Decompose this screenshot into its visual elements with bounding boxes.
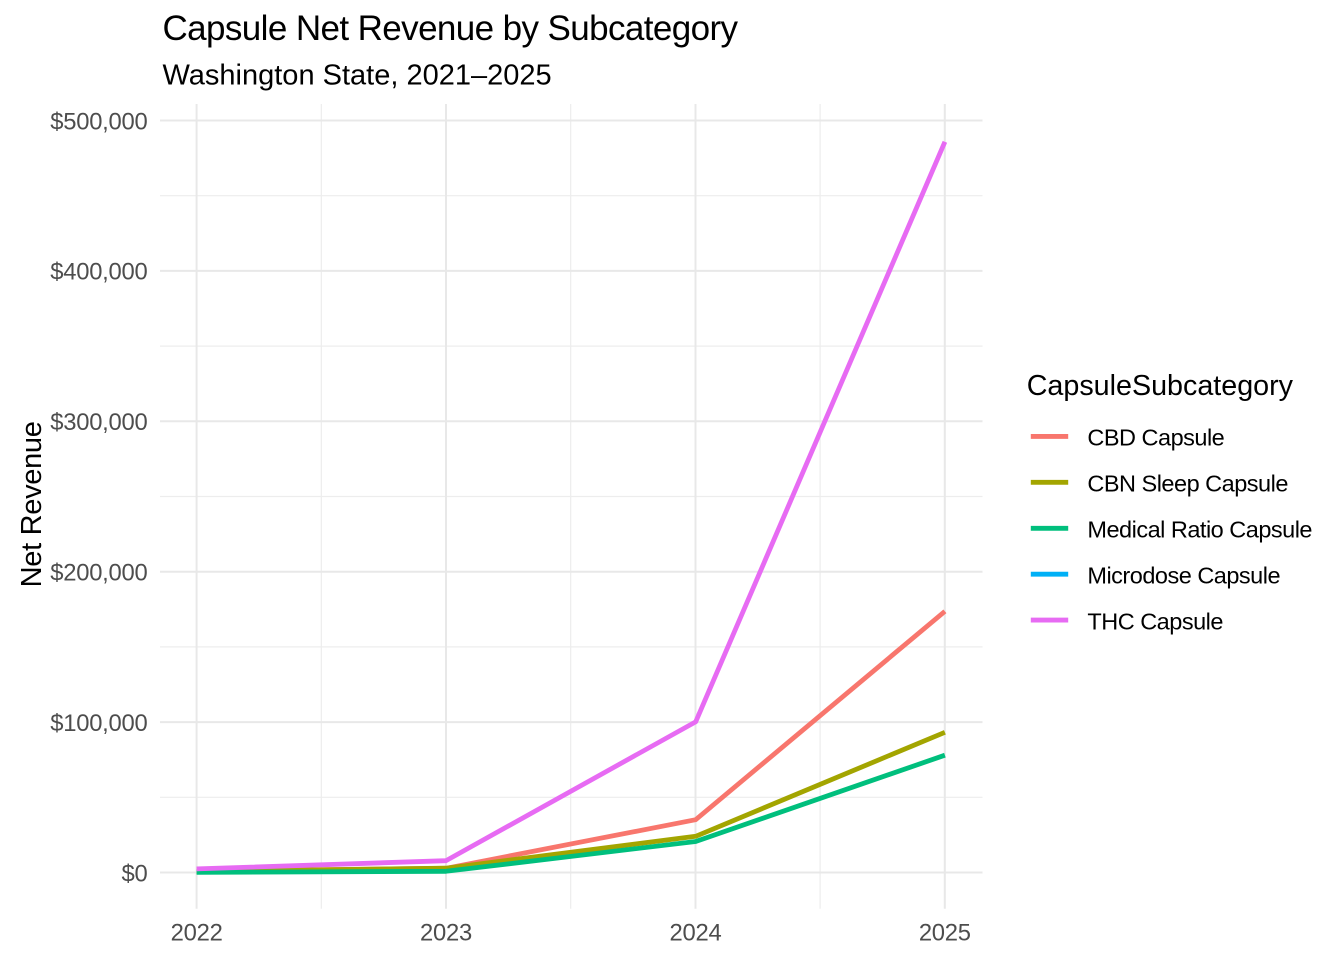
svg-text:THC Capsule: THC Capsule bbox=[1087, 608, 1223, 634]
svg-text:$200,000: $200,000 bbox=[50, 560, 147, 587]
svg-text:2024: 2024 bbox=[670, 920, 722, 947]
svg-text:CBN Sleep Capsule: CBN Sleep Capsule bbox=[1087, 471, 1288, 497]
svg-text:Microdose Capsule: Microdose Capsule bbox=[1087, 562, 1280, 588]
svg-text:Net Revenue: Net Revenue bbox=[16, 421, 48, 587]
svg-text:$300,000: $300,000 bbox=[50, 409, 147, 436]
svg-text:$0: $0 bbox=[122, 860, 148, 887]
svg-text:$500,000: $500,000 bbox=[50, 108, 147, 135]
svg-text:CapsuleSubcategory: CapsuleSubcategory bbox=[1027, 370, 1294, 402]
svg-text:$100,000: $100,000 bbox=[50, 710, 147, 737]
svg-text:$400,000: $400,000 bbox=[50, 259, 147, 286]
svg-text:CBD Capsule: CBD Capsule bbox=[1087, 425, 1224, 451]
svg-text:2025: 2025 bbox=[919, 920, 971, 947]
svg-text:Medical Ratio Capsule: Medical Ratio Capsule bbox=[1087, 517, 1312, 543]
svg-text:Capsule Net Revenue by Subcate: Capsule Net Revenue by Subcategory bbox=[163, 9, 739, 48]
svg-text:2023: 2023 bbox=[420, 920, 472, 947]
svg-text:Washington State, 2021–2025: Washington State, 2021–2025 bbox=[163, 59, 552, 91]
svg-text:2022: 2022 bbox=[171, 920, 223, 947]
